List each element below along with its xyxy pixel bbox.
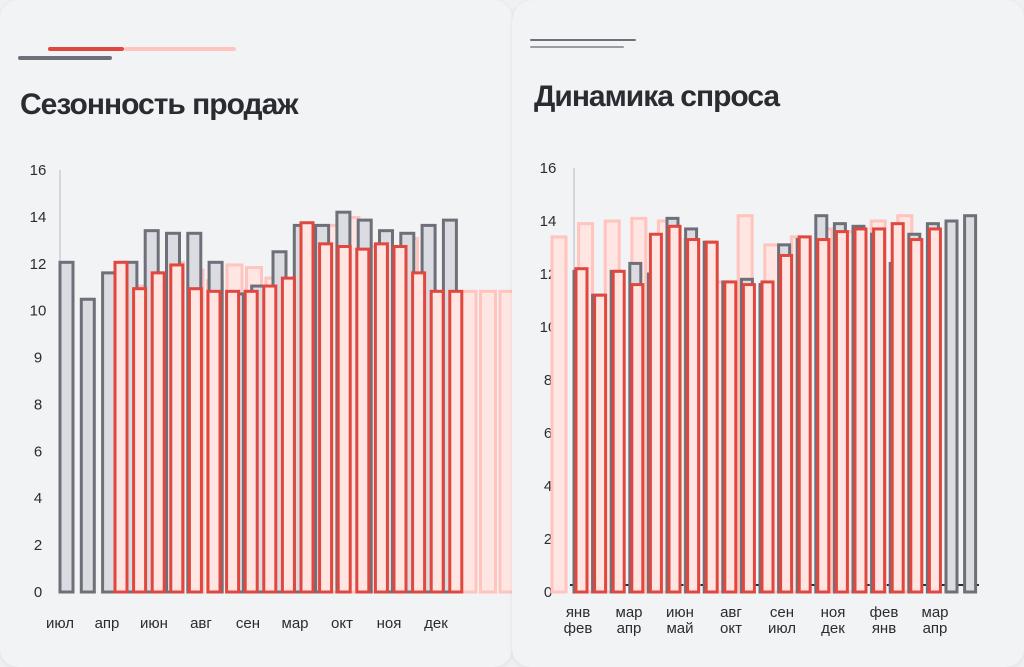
bar-текущий-год-14 [816, 238, 831, 594]
bar-текущий-год-11 [760, 280, 775, 594]
y-tick-label: 12 [30, 256, 47, 273]
bar-текущий-год-8 [243, 289, 259, 594]
y-tick-label: 14 [30, 209, 47, 226]
bar-текущий-год-3 [611, 269, 626, 594]
x-tick-label: июл [46, 615, 74, 632]
x-tick-label: мар [282, 615, 309, 632]
bar-текущий-год-20 [927, 227, 942, 594]
x-tick-label-top: мар [922, 604, 949, 621]
x-tick-label-bottom: дек [821, 620, 845, 637]
left-chart-svg: 0 2 4 6 8 9 10 12 14 16 июл апр июн авг сен мар окт ноя де… [30, 162, 512, 632]
bar-текущий-год-9 [723, 280, 738, 594]
decor-line-pink [124, 47, 236, 51]
x-tick-label: апр [95, 615, 120, 632]
bar-текущий-год-9 [262, 284, 278, 594]
bar-прошлый-год-22 [963, 214, 978, 594]
bar-текущий-год-17 [411, 271, 427, 594]
decor-line-second [530, 46, 624, 48]
bar-текущий-год-18 [890, 222, 905, 594]
bar-текущий-год-11 [299, 221, 315, 594]
x-tick-label: окт [331, 615, 353, 632]
left-chart-title: Сезонность продаж [20, 88, 299, 121]
bar-текущий-год-16 [853, 227, 868, 594]
bar-текущий-год-5 [187, 287, 203, 594]
y-tick-label: 6 [544, 425, 552, 442]
y-tick-label: 16 [30, 162, 47, 179]
bar-текущий-год-6 [667, 224, 682, 594]
bar-текущий-год-8 [704, 240, 719, 594]
bar-текущий-год-15 [834, 230, 849, 594]
x-tick-label-top: мар [616, 604, 643, 621]
bar-текущий-год-6 [206, 289, 222, 594]
x-tick-label: сен [236, 615, 260, 632]
right-chart-title: Динамика спроса [534, 80, 780, 113]
x-tick-label-bottom: май [666, 620, 693, 637]
y-tick-label: 8 [34, 396, 42, 413]
x-tick-label-bottom: окт [720, 620, 742, 637]
y-tick-label: 8 [544, 372, 552, 389]
bar-план-20 [479, 289, 497, 594]
bar-текущий-год-2 [593, 293, 608, 594]
bar-план-1 [550, 235, 568, 594]
bar-текущий-год-15 [373, 242, 389, 594]
y-tick-label: 4 [544, 478, 552, 495]
y-tick-label: 0 [34, 584, 42, 601]
y-tick-label: 0 [544, 584, 552, 601]
bar-текущий-год-12 [318, 242, 334, 594]
x-tick-label: июн [140, 615, 168, 632]
x-tick-label-bottom: июл [768, 620, 796, 637]
bar-прошлый-год-21 [944, 219, 959, 594]
y-tick-label: 16 [540, 160, 557, 177]
x-tick-label-top: ноя [821, 604, 846, 621]
left-chart-card: Сезонность продаж 0 2 4 6 8 9 10 12 14 16 июл апр ию… [18, 47, 512, 632]
y-tick-label: 9 [34, 350, 42, 367]
bar-текущий-год-7 [686, 238, 701, 594]
x-tick-label-top: июн [666, 604, 694, 621]
bar-план-21 [498, 289, 512, 594]
x-tick-label: дек [424, 615, 448, 632]
bar-прошлый-год-2 [79, 297, 96, 594]
bar-текущий-год-2 [132, 287, 148, 594]
bar-текущий-год-13 [336, 244, 352, 594]
y-tick-label: 6 [34, 443, 42, 460]
bar-текущий-год-13 [797, 235, 812, 594]
decor-line-gray [18, 56, 112, 60]
decor-line-top [530, 39, 636, 41]
x-tick-label: авг [190, 615, 212, 632]
bar-текущий-год-14 [355, 247, 371, 594]
y-tick-label: 10 [30, 303, 47, 320]
bar-прошлый-год-1 [58, 260, 75, 594]
decor-line-red [48, 47, 124, 51]
bar-текущий-год-10 [741, 283, 756, 594]
x-tick-label-bottom: фев [564, 620, 593, 637]
bar-текущий-год-17 [872, 227, 887, 594]
bar-текущий-год-18 [429, 289, 445, 594]
x-tick-label-bottom: апр [923, 620, 948, 637]
y-tick-label: 4 [34, 490, 42, 507]
right-chart-card: Динамика спроса 0 2 4 6 8 10 12 14 16 янв мар июн ав… [512, 0, 1024, 667]
y-tick-label: 14 [540, 213, 557, 230]
y-tick-label: 2 [544, 531, 552, 548]
y-tick-label: 2 [34, 537, 42, 554]
x-tick-label-top: фев [870, 604, 899, 621]
bar-текущий-год-19 [448, 289, 464, 594]
x-tick-label-bottom: апр [617, 620, 642, 637]
bar-текущий-год-19 [909, 238, 924, 594]
x-tick-label-top: янв [566, 604, 590, 621]
bar-текущий-год-1 [113, 260, 129, 594]
x-tick-label: ноя [377, 615, 402, 632]
x-tick-label-top: сен [770, 604, 794, 621]
bar-текущий-год-7 [225, 289, 241, 594]
bar-текущий-год-5 [648, 232, 663, 594]
bar-текущий-год-4 [169, 263, 185, 594]
bar-текущий-год-10 [280, 276, 296, 594]
bar-текущий-год-4 [630, 283, 645, 594]
bar-текущий-год-16 [392, 244, 408, 594]
bar-текущий-год-1 [574, 267, 589, 594]
x-tick-label-top: авг [720, 604, 742, 621]
bar-текущий-год-12 [779, 253, 794, 594]
bar-текущий-год-3 [150, 271, 166, 594]
x-tick-label-bottom: янв [872, 620, 896, 637]
